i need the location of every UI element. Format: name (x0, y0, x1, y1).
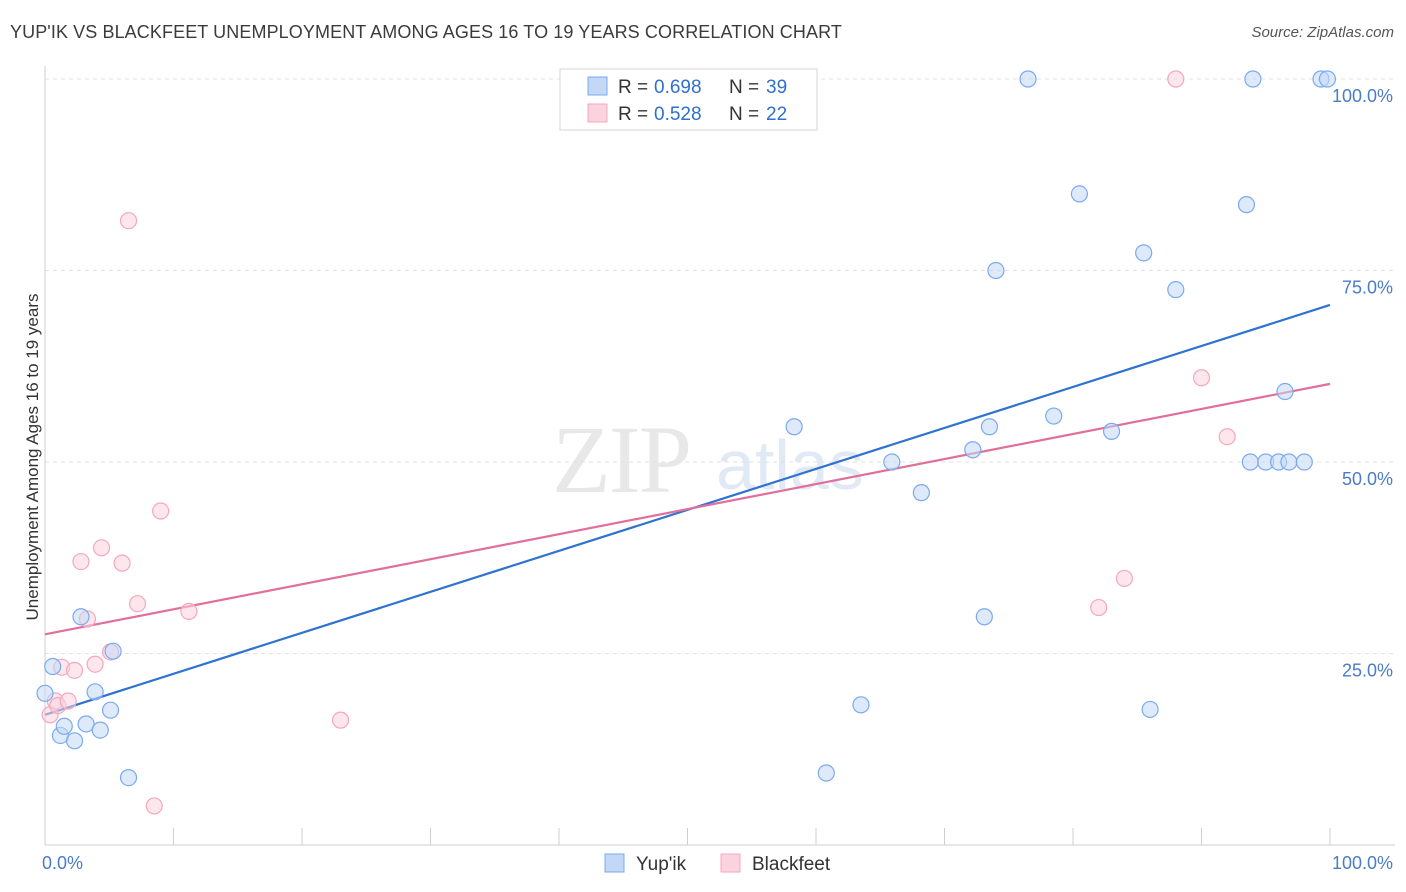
y-tick-labels: 25.0% 50.0% 75.0% 100.0% (1332, 86, 1393, 681)
y-tick-label: 100.0% (1332, 86, 1393, 106)
data-point-yupik (883, 453, 901, 471)
data-point-yupik (77, 715, 95, 733)
data-point-yupik (119, 768, 138, 787)
data-point-yupik (65, 732, 84, 750)
legend-n-label-blackfeet: N = (729, 104, 759, 125)
data-point-yupik (1276, 382, 1294, 401)
data-point-yupik (101, 701, 120, 719)
data-point-yupik (1019, 70, 1037, 88)
data-point-blackfeet (128, 595, 147, 613)
source-credit: Source: ZipAtlas.com (1251, 24, 1394, 41)
bottom-legend-swatch-blackfeet (720, 853, 741, 873)
series-legend: Yup'ik Blackfeet (604, 853, 831, 875)
legend-r-value-blackfeet: 0.528 (654, 104, 702, 125)
svg-text:ZIP: ZIP (552, 406, 690, 513)
y-axis-label: Unemployment Among Ages 16 to 19 years (23, 294, 42, 621)
data-point-yupik (55, 717, 73, 735)
y-tick-label: 50.0% (1342, 469, 1393, 489)
legend-r-label-yupik: R = (618, 77, 648, 98)
data-point-blackfeet (1167, 70, 1185, 88)
data-point-blackfeet (1090, 598, 1108, 617)
legend-n-label-yupik: N = (729, 77, 759, 98)
legend-n-value-yupik: 39 (766, 77, 787, 98)
data-point-yupik (1045, 407, 1063, 425)
data-point-yupik (785, 418, 803, 436)
data-points (36, 70, 1337, 815)
watermark: ZIP atlas (552, 406, 864, 513)
data-point-blackfeet (65, 661, 84, 679)
data-point-blackfeet (331, 711, 350, 729)
data-point-blackfeet (1218, 428, 1236, 446)
legend-swatch-yupik (587, 76, 608, 96)
data-point-yupik (1135, 244, 1153, 262)
data-point-yupik (975, 608, 993, 626)
data-point-yupik (852, 696, 870, 714)
data-point-yupik (1241, 453, 1259, 471)
y-tick-label: 75.0% (1342, 278, 1393, 298)
data-point-yupik (104, 642, 122, 660)
data-point-yupik (1237, 196, 1256, 214)
data-point-yupik (36, 684, 54, 702)
svg-text:atlas: atlas (716, 426, 864, 504)
y-tick-label: 25.0% (1342, 661, 1393, 681)
bottom-legend-swatch-yupik (604, 853, 625, 873)
x-tick-label: 0.0% (42, 853, 83, 873)
data-point-blackfeet (152, 502, 170, 520)
data-point-yupik (44, 657, 62, 676)
x-tick-labels: 0.0% 100.0% (42, 853, 1393, 873)
data-point-blackfeet (1192, 369, 1211, 387)
data-point-yupik (817, 764, 835, 782)
data-point-yupik (1318, 70, 1337, 88)
bottom-legend-label-yupik: Yup'ik (636, 854, 687, 875)
gridlines (45, 78, 1395, 654)
x-tick-label: 100.0% (1332, 853, 1393, 873)
data-point-blackfeet (145, 797, 163, 815)
data-point-yupik (91, 721, 109, 739)
data-point-yupik (86, 683, 104, 701)
data-point-yupik (1141, 700, 1159, 719)
data-point-yupik (1295, 453, 1313, 471)
data-point-yupik (1167, 281, 1185, 299)
data-point-blackfeet (119, 212, 138, 230)
data-point-yupik (1280, 453, 1298, 471)
data-point-yupik (980, 418, 999, 436)
data-point-yupik (987, 261, 1005, 280)
data-point-blackfeet (72, 552, 90, 571)
stats-legend: R = 0.698 N = 39 R = 0.528 N = 22 (559, 68, 818, 131)
legend-n-value-blackfeet: 22 (766, 104, 787, 125)
data-point-yupik (964, 441, 982, 459)
data-point-blackfeet (92, 539, 111, 557)
data-point-blackfeet (113, 554, 131, 572)
data-point-blackfeet (86, 655, 104, 673)
data-point-yupik (912, 484, 930, 502)
data-point-yupik (1244, 70, 1262, 88)
legend-r-value-yupik: 0.698 (654, 77, 702, 98)
data-point-yupik (1102, 422, 1121, 440)
data-point-blackfeet (180, 602, 198, 620)
chart-title: YUP'IK VS BLACKFEET UNEMPLOYMENT AMONG A… (10, 22, 842, 42)
legend-r-label-blackfeet: R = (618, 104, 648, 125)
bottom-legend-label-blackfeet: Blackfeet (752, 854, 831, 875)
data-point-yupik (1070, 185, 1089, 203)
data-point-blackfeet (1115, 569, 1134, 588)
data-point-yupik (72, 608, 90, 626)
data-point-blackfeet (59, 692, 77, 710)
legend-swatch-blackfeet (587, 103, 608, 123)
